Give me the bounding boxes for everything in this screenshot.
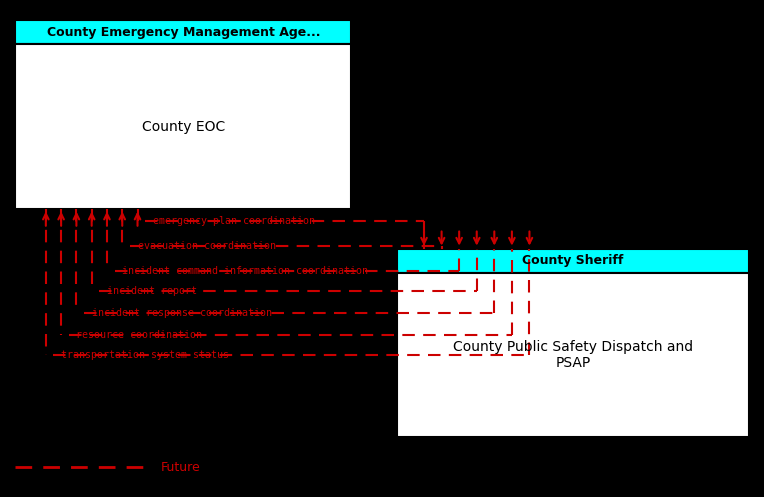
FancyBboxPatch shape [397, 273, 749, 437]
FancyBboxPatch shape [397, 248, 749, 273]
Text: incident report: incident report [107, 286, 197, 296]
Text: incident response coordination: incident response coordination [92, 308, 272, 318]
Text: County EOC: County EOC [142, 120, 225, 134]
Text: emergency plan coordination: emergency plan coordination [153, 216, 315, 226]
Text: County Sheriff: County Sheriff [523, 254, 623, 267]
Text: County Emergency Management Age...: County Emergency Management Age... [47, 26, 320, 39]
Text: transportation system status: transportation system status [61, 350, 229, 360]
Text: incident command information coordination: incident command information coordinatio… [122, 266, 368, 276]
FancyBboxPatch shape [15, 44, 351, 209]
Text: Future: Future [160, 461, 200, 474]
Text: evacuation coordination: evacuation coordination [138, 241, 276, 251]
FancyBboxPatch shape [15, 20, 351, 44]
Text: resource coordination: resource coordination [76, 331, 202, 340]
Text: County Public Safety Dispatch and
PSAP: County Public Safety Dispatch and PSAP [453, 340, 693, 370]
